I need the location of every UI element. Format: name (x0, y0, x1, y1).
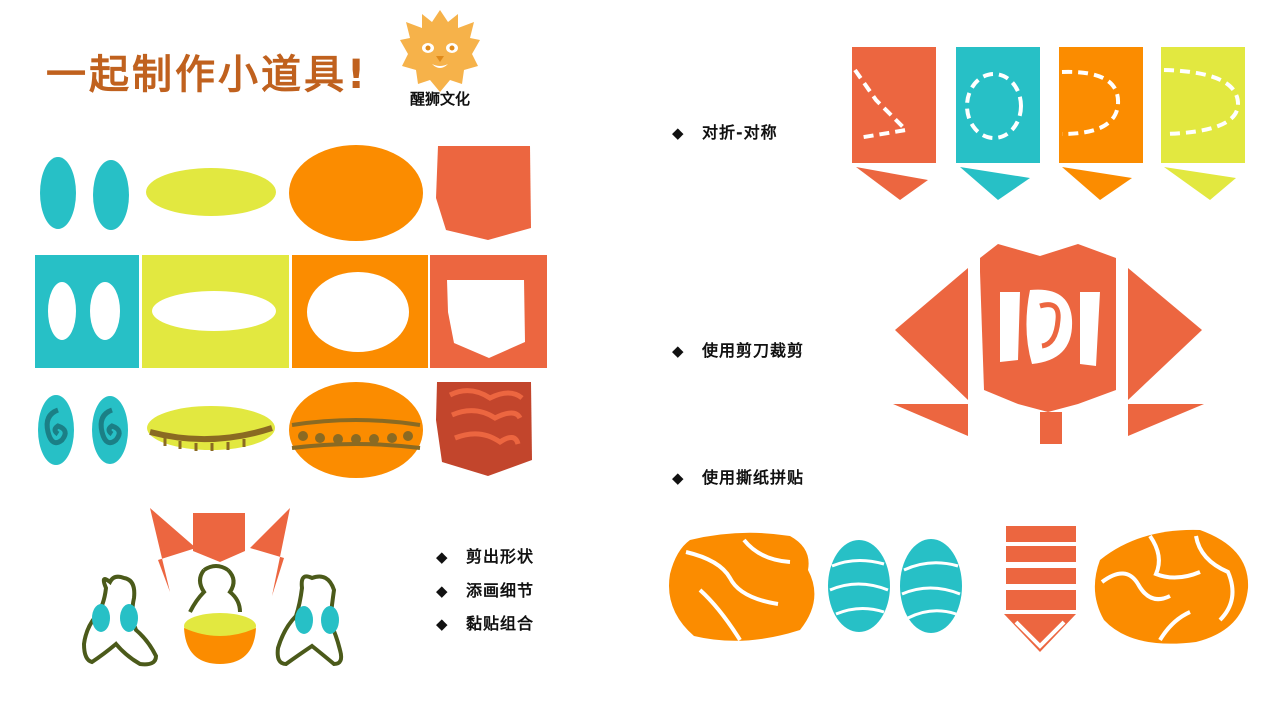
fold-dashline (1061, 69, 1121, 136)
lantern-right-wing (1128, 268, 1202, 400)
fold-dashline (965, 72, 1023, 140)
fringe-decoration (149, 425, 273, 443)
diamond-bullet-icon: ◆ (672, 469, 685, 487)
dancer-cymbal (321, 606, 339, 634)
fold-dashline (853, 68, 911, 140)
method-fold-symmetry: ◆ 对折-对称 (672, 119, 778, 143)
fold-flap (1062, 167, 1132, 200)
step-label: 剪出形状 (466, 547, 535, 566)
lantern-left-wing (895, 268, 968, 400)
fold-flap (1164, 167, 1236, 200)
lantern-left-tassel (893, 404, 968, 436)
red-pocket-shape (436, 146, 531, 240)
drum-body (184, 628, 256, 664)
torn-red-stack (1004, 526, 1076, 652)
diamond-bullet-icon: ◆ (436, 615, 449, 633)
drum-top (184, 613, 256, 639)
pennant-right (250, 508, 290, 596)
folded-cards (852, 47, 1245, 200)
page-title: 一起制作小道具! (46, 52, 369, 98)
stencil-hole (90, 282, 120, 340)
lantern-top (980, 244, 1116, 272)
fold-card-red (852, 47, 936, 163)
fold-dashline (1163, 68, 1241, 136)
fold-flap (856, 167, 928, 200)
pennant-left (150, 508, 196, 592)
step-label: 黏贴组合 (466, 614, 535, 633)
dancer-cymbal (120, 604, 138, 632)
pennant-center (193, 513, 245, 562)
teal-eye-left (40, 157, 76, 229)
step-label: 添画细节 (466, 581, 535, 600)
yellow-oval (146, 168, 276, 216)
lantern-bottom (1040, 412, 1062, 444)
fold-card-yellow (1161, 47, 1245, 163)
torn-orange-drum (669, 532, 815, 641)
step-add-details: ◆ 添画细节 (436, 577, 534, 601)
pattern-decoration (448, 388, 524, 446)
eye-swirl (98, 407, 122, 446)
stencil-row (35, 255, 547, 368)
decorated-row (38, 382, 532, 478)
stencil-hole (48, 282, 76, 340)
drummer (188, 564, 242, 613)
teal-eye-right (93, 160, 129, 230)
stencil-hole (307, 272, 409, 352)
eye-swirl (44, 407, 68, 446)
step-glue-combine: ◆ 黏贴组合 (436, 610, 534, 634)
fold-flap (960, 167, 1030, 200)
dancer-cymbal (92, 604, 110, 632)
step-cut-shapes: ◆ 剪出形状 (436, 543, 534, 567)
method-torn-collage: ◆ 使用撕纸拼贴 (672, 464, 804, 488)
orange-oval (289, 145, 423, 241)
lantern-pattern (1000, 289, 1100, 366)
decorated-orange-oval (289, 382, 423, 478)
torn-paper-collage (669, 526, 1249, 652)
diamond-bullet-icon: ◆ (672, 124, 685, 142)
lion-dance-scene (81, 508, 344, 667)
diamond-bullet-icon: ◆ (436, 582, 449, 600)
diamond-bullet-icon: ◆ (436, 548, 449, 566)
decorated-red-pocket (436, 382, 532, 476)
method-label: 对折-对称 (702, 123, 778, 142)
lantern-pattern (1039, 302, 1061, 349)
fold-card-teal (956, 47, 1040, 163)
stencil-hole (447, 280, 525, 358)
logo-text: 醒狮文化 (409, 90, 470, 108)
diamond-bullet-icon: ◆ (672, 342, 685, 360)
dancer-cymbal (295, 606, 313, 634)
method-scissors: ◆ 使用剪刀裁剪 (672, 337, 804, 361)
method-label: 使用撕纸拼贴 (702, 468, 805, 487)
lantern-right-tassel (1128, 404, 1204, 436)
paper-cut-lantern (893, 244, 1204, 444)
cut-shapes-row (40, 145, 531, 241)
stencil-hole (152, 291, 276, 331)
fold-card-orange (1059, 47, 1143, 163)
lion-head-icon (400, 10, 480, 92)
method-label: 使用剪刀裁剪 (702, 341, 805, 360)
